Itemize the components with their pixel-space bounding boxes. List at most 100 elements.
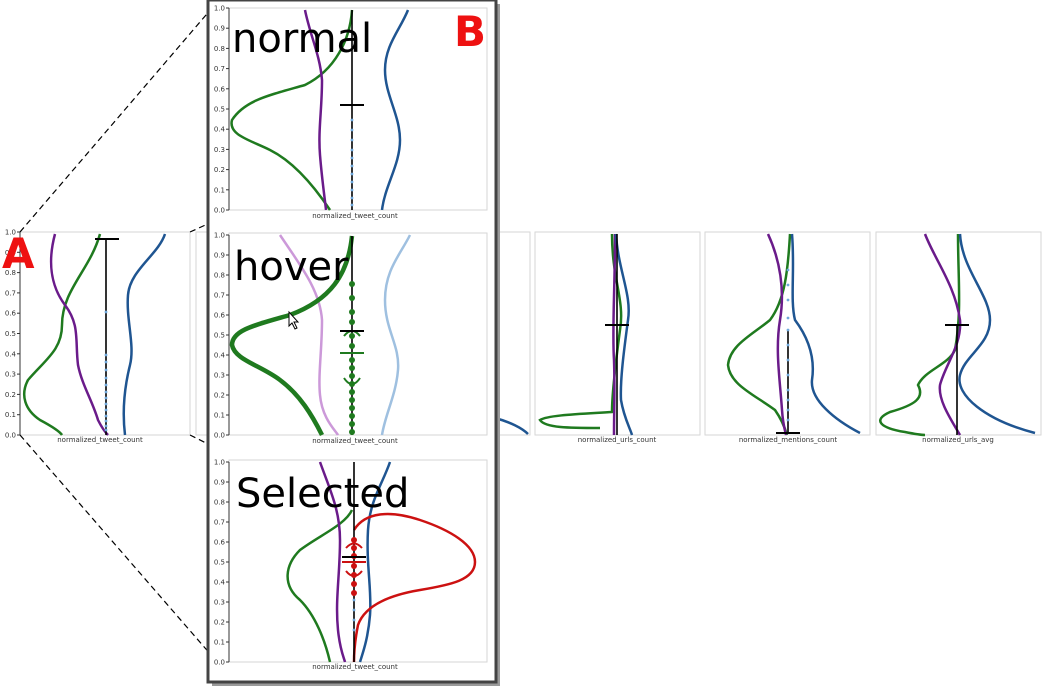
- green-violin: [538, 233, 623, 430]
- y-tick-label: 0.0: [5, 432, 16, 440]
- y-tick-label: 0.5: [214, 332, 225, 340]
- y-tick-label: 0.4: [214, 579, 226, 587]
- highlight-data-point: [349, 319, 355, 325]
- urls-avg-chart: normalized_urls_avg: [875, 231, 1042, 444]
- y-tick-label: 0.3: [214, 599, 225, 607]
- y-tick-label: 0.2: [214, 166, 225, 174]
- blue-violin: [790, 233, 861, 435]
- y-axis: 0.0 0.1 0.2 0.3 0.4 0.5 0.6 0.7 0.8 0.9 1.0: [214, 5, 230, 215]
- y-tick-label: 0.7: [214, 65, 225, 73]
- y-tick-label: 0.6: [214, 312, 226, 320]
- highlight-data-point: [349, 295, 355, 301]
- highlight-data-point: [349, 429, 355, 435]
- y-tick-label: 0.5: [214, 106, 225, 114]
- overlay-panel-b: 0.0 0.1 0.2 0.3 0.4 0.5 0.6 0.7 0.8 0.9 1.0 normal…: [206, 0, 500, 686]
- green-violin: [286, 509, 354, 663]
- y-tick-label: 0.8: [214, 499, 225, 507]
- y-tick-label: 1.0: [5, 229, 16, 237]
- y-tick-label: 0.9: [214, 25, 225, 33]
- data-point: [352, 628, 356, 632]
- data-point: [350, 164, 354, 168]
- x-axis-title: normalized_urls_avg: [922, 436, 994, 444]
- y-tick-label: 0.7: [5, 289, 16, 297]
- y-tick-label: 0.8: [214, 272, 225, 280]
- y-tick-label: 0.3: [214, 146, 225, 154]
- data-point: [786, 316, 790, 320]
- data-point: [352, 608, 356, 612]
- data-point: [104, 353, 108, 357]
- data-point: [786, 298, 790, 302]
- selected-data-point: [351, 537, 357, 543]
- y-tick-label: 0.8: [214, 45, 225, 53]
- ci-arc-upper: [345, 542, 363, 549]
- data-point: [786, 343, 790, 347]
- y-axis: 0.0 0.1 0.2 0.3 0.4 0.5 0.6 0.7 0.8 0.9 1.0: [214, 459, 230, 667]
- selected-data-point: [351, 545, 357, 551]
- green-violin-highlighted: [229, 235, 355, 437]
- data-point: [350, 156, 354, 160]
- data-point: [104, 368, 108, 372]
- x-axis-title: normalized_urls_count: [578, 436, 657, 444]
- purple-violin: [49, 233, 109, 436]
- highlight-data-point: [349, 413, 355, 419]
- selected-data-point: [351, 590, 357, 596]
- y-tick-label: 0.3: [214, 372, 225, 380]
- top-row: 0.0 0.1 0.2 0.3 0.4 0.5 0.6 0.7 0.8 0.9 1.0 normal…: [5, 229, 1042, 444]
- x-axis-title: normalized_mentions_count: [739, 436, 838, 444]
- y-tick-label: 0.5: [5, 330, 16, 338]
- highlight-data-point: [349, 343, 355, 349]
- y-tick-label: 0.6: [214, 85, 226, 93]
- points: [349, 281, 355, 435]
- highlight-data-point: [349, 333, 355, 339]
- points: [786, 268, 790, 422]
- green-violin: [230, 9, 354, 211]
- data-point: [786, 358, 790, 362]
- data-point: [104, 428, 108, 432]
- blue-violin-faded: [380, 234, 412, 436]
- y-tick-label: 0.9: [214, 252, 225, 260]
- data-point: [350, 203, 354, 207]
- y-tick-label: 0.4: [214, 126, 226, 134]
- ci-arc-lower: [345, 570, 363, 577]
- panel-a-chart: 0.0 0.1 0.2 0.3 0.4 0.5 0.6 0.7 0.8 0.9 1.0 normal…: [5, 229, 191, 444]
- y-tick-label: 0.4: [214, 352, 226, 360]
- data-point: [104, 396, 108, 400]
- highlight-data-point: [349, 357, 355, 363]
- highlight-data-point: [349, 421, 355, 427]
- zoom-guide-top-left: [19, 7, 213, 233]
- urls-count-chart: normalized_urls_count: [534, 231, 701, 444]
- highlight-data-point: [349, 405, 355, 411]
- purple-violin: [303, 9, 328, 211]
- panel-label-a: A: [2, 229, 35, 278]
- data-point: [350, 180, 354, 184]
- red-violin-selected: [352, 512, 477, 663]
- y-tick-label: 0.6: [5, 310, 17, 318]
- x-axis-title: normalized_tweet_count: [312, 663, 398, 671]
- y-tick-label: 0.1: [214, 639, 225, 647]
- data-point: [104, 383, 108, 387]
- y-tick-label: 1.0: [214, 5, 225, 13]
- data-point: [104, 424, 108, 428]
- purple-violin: [766, 233, 788, 436]
- highlight-data-point: [349, 389, 355, 395]
- data-point: [350, 196, 354, 200]
- y-tick-label: 0.9: [214, 479, 225, 487]
- data-point: [350, 148, 354, 152]
- data-point: [104, 376, 108, 380]
- highlight-data-point: [349, 397, 355, 403]
- ci-arc-lower: [343, 377, 361, 385]
- purple-violin: [612, 233, 617, 436]
- points: [351, 537, 357, 632]
- x-axis-title: normalized_tweet_count: [312, 437, 398, 445]
- data-point: [350, 188, 354, 192]
- blue-violin: [614, 233, 634, 436]
- data-point: [104, 390, 108, 394]
- data-point: [786, 398, 790, 402]
- y-tick-label: 0.8: [5, 269, 16, 277]
- purple-violin: [318, 461, 347, 663]
- data-point: [786, 408, 790, 412]
- y-tick-label: 0.4: [5, 350, 17, 358]
- selected-chart: 0.0 0.1 0.2 0.3 0.4 0.5 0.6 0.7 0.8 0.9 1.0 Select…: [214, 459, 488, 671]
- selected-data-point: [351, 581, 357, 587]
